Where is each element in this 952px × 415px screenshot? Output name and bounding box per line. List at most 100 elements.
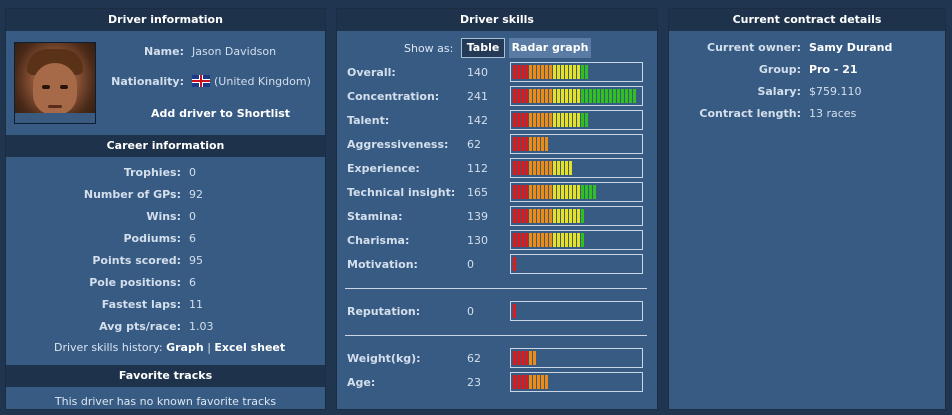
skill-bar-segment (525, 351, 528, 365)
skill-bar-segment (513, 233, 516, 247)
skill-bar-segment (589, 89, 592, 103)
skill-bar-segment (529, 65, 532, 79)
skill-bar-segment (517, 185, 520, 199)
skill-bar-segment (557, 161, 560, 175)
skill-bar-segment (517, 209, 520, 223)
skills-history-row: Driver skills history: Graph | Excel she… (54, 341, 285, 354)
skill-bar-segment (561, 233, 564, 247)
skill-bar-segment (613, 89, 616, 103)
skill-row: Stamina: 139 (337, 206, 657, 228)
skill-bar-segment (565, 161, 568, 175)
skill-bar-segment (581, 89, 584, 103)
career-label: Fastest laps: (101, 298, 181, 311)
skill-bar-segment (513, 113, 516, 127)
skill-bar-segment (513, 375, 516, 389)
contract-label: Salary: (757, 85, 801, 98)
contract-details-panel: Current contract details Current owner: S… (668, 8, 946, 410)
skill-bar-segment (529, 161, 532, 175)
contract-label: Contract length: (699, 107, 801, 120)
contract-value: 13 races (809, 107, 857, 120)
skill-bar-segment (553, 65, 556, 79)
skill-bar-segment (581, 233, 584, 247)
history-separator: | (207, 341, 211, 354)
skill-bar (510, 62, 643, 82)
skill-bar-segment (529, 89, 532, 103)
skill-label: Reputation: (347, 305, 421, 318)
history-graph-link[interactable]: Graph (166, 341, 204, 354)
table-view-button[interactable]: Table (461, 38, 505, 58)
favorite-tracks-header: Favorite tracks (6, 365, 325, 387)
skill-bar-segment (553, 185, 556, 199)
reputation-row: Reputation: 0 (337, 301, 657, 323)
skill-bar-segment (549, 209, 552, 223)
skill-bar-segment (573, 89, 576, 103)
skill-bar-segment (537, 209, 540, 223)
history-excel-link[interactable]: Excel sheet (214, 341, 286, 354)
skill-label: Aggressiveness: (347, 138, 449, 151)
skill-bar-segment (533, 113, 536, 127)
skill-bar-segment (525, 89, 528, 103)
skill-bar-segment (577, 233, 580, 247)
skill-bar-segment (573, 209, 576, 223)
skill-bar-segment (561, 113, 564, 127)
driver-info-header: Driver information (6, 9, 325, 31)
contract-value: Samy Durand (809, 41, 893, 54)
skill-bar-segment (553, 209, 556, 223)
skill-bar-segment (541, 185, 544, 199)
skill-value: 139 (467, 210, 488, 223)
skill-bar-segment (545, 161, 548, 175)
skill-bar-segment (573, 65, 576, 79)
skill-bar-segment (533, 65, 536, 79)
skill-bar-segment (557, 65, 560, 79)
skill-bar-segment (569, 65, 572, 79)
skill-label: Experience: (347, 162, 420, 175)
skill-bar-segment (585, 185, 588, 199)
nationality-value: (United Kingdom) (214, 75, 311, 88)
skill-bar-segment (549, 113, 552, 127)
skill-bar-segment (541, 375, 544, 389)
skill-bar-segment (545, 209, 548, 223)
driver-info-panel: Driver information Name: Jason Davidson … (5, 8, 326, 410)
skill-bar-segment (525, 185, 528, 199)
skill-bar-segment (513, 89, 516, 103)
skill-row: Talent: 142 (337, 110, 657, 132)
skill-bar-segment (517, 89, 520, 103)
skill-bar-segment (585, 89, 588, 103)
skill-bar-segment (521, 89, 524, 103)
skill-bar-segment (573, 113, 576, 127)
skill-value: 0 (467, 305, 474, 318)
skill-bar-segment (557, 89, 560, 103)
skill-bar-segment (537, 65, 540, 79)
skill-bar-segment (549, 185, 552, 199)
driver-name: Jason Davidson (192, 45, 277, 58)
skill-bar-segment (549, 89, 552, 103)
skill-bar-segment (521, 65, 524, 79)
career-value: 6 (189, 232, 196, 245)
skill-bar-segment (577, 209, 580, 223)
skill-bar-segment (533, 209, 536, 223)
skill-bar-segment (545, 233, 548, 247)
skill-bar-segment (513, 304, 516, 318)
skill-bar-segment (601, 89, 604, 103)
add-to-shortlist-link[interactable]: Add driver to Shortlist (151, 107, 291, 120)
skill-bar-segment (541, 113, 544, 127)
driver-skills-header: Driver skills (337, 9, 657, 31)
skill-label: Weight(kg): (347, 352, 421, 365)
radar-graph-button[interactable]: Radar graph (509, 38, 591, 58)
skill-bar-segment (549, 233, 552, 247)
skill-bar-segment (549, 65, 552, 79)
contract-details-header: Current contract details (669, 9, 945, 31)
skill-bar-segment (629, 89, 632, 103)
skill-bar-segment (533, 137, 536, 151)
skill-bar-segment (569, 89, 572, 103)
skill-row: Motivation: 0 (337, 254, 657, 276)
skill-bar-segment (553, 113, 556, 127)
skill-bar-segment (533, 89, 536, 103)
skill-bar-segment (565, 233, 568, 247)
skill-bar-segment (525, 233, 528, 247)
skill-bar-segment (617, 89, 620, 103)
skill-bar-segment (541, 233, 544, 247)
career-label: Podiums: (123, 232, 181, 245)
skill-bar-segment (545, 89, 548, 103)
skill-bar-segment (589, 185, 592, 199)
